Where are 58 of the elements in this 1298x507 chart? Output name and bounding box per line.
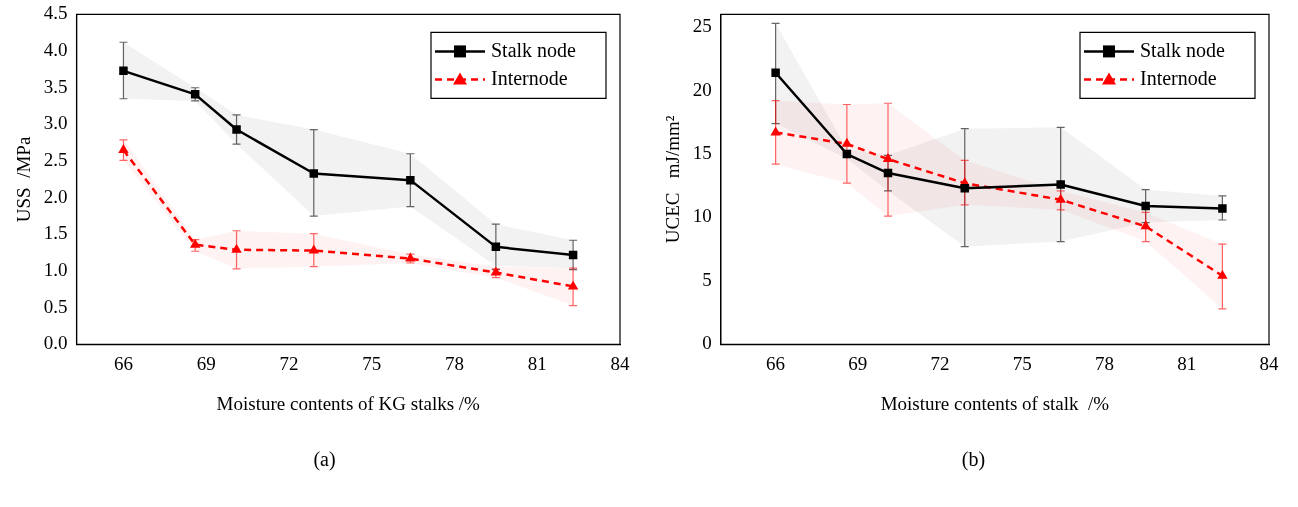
y-axis-title: USS /MPa — [13, 136, 35, 223]
point — [119, 66, 128, 76]
point — [1141, 201, 1150, 211]
y-tick-label: 2.0 — [43, 185, 68, 207]
x-tick-label: 84 — [610, 352, 630, 374]
point — [309, 169, 319, 178]
point — [960, 184, 969, 193]
y-tick-label: 1.0 — [43, 259, 68, 281]
x-tick-label: 72 — [930, 352, 950, 374]
point — [406, 175, 415, 185]
point — [1217, 269, 1228, 279]
y-tick-label: 20 — [692, 78, 712, 100]
x-tick-label: 78 — [444, 352, 464, 374]
x-tick-label: 75 — [362, 352, 382, 374]
x-tick-label: 72 — [279, 352, 299, 374]
y-tick-label: 25 — [692, 15, 712, 37]
y-tick-label: 2.5 — [43, 149, 68, 171]
y-tick-label: 0 — [702, 332, 712, 354]
legend-label: Internode — [491, 66, 568, 89]
text: (b) — [960, 448, 987, 471]
point — [308, 244, 319, 254]
point — [1056, 180, 1065, 189]
x-tick-label: 69 — [848, 352, 868, 374]
legend-label: Internode — [1140, 66, 1217, 89]
legend-label: Stalk node — [491, 38, 577, 61]
x-tick-label: 78 — [1095, 352, 1115, 374]
text: (a) — [312, 448, 337, 471]
point — [841, 137, 853, 147]
y-tick-label: 1.5 — [43, 222, 68, 244]
point — [189, 238, 201, 248]
y-tick-label: 10 — [692, 205, 712, 227]
point — [567, 280, 579, 290]
x-tick-label: 75 — [1012, 352, 1032, 374]
y-tick-label: 3.5 — [43, 75, 68, 97]
x-tick-label: 81 — [527, 352, 547, 374]
point — [118, 144, 129, 154]
x-tick-label: 69 — [196, 352, 216, 374]
y-tick-label: 4.5 — [43, 2, 68, 24]
x-tick-label: 66 — [766, 352, 786, 374]
point — [771, 68, 780, 78]
point — [231, 243, 242, 253]
point — [1218, 204, 1227, 213]
y-tick-label: 15 — [692, 142, 712, 163]
x-tick-label: 66 — [113, 352, 133, 374]
point — [882, 153, 894, 163]
y-tick-label: 5 — [702, 268, 712, 290]
legend-label: Stalk node — [1140, 38, 1226, 61]
point — [232, 125, 241, 134]
x-tick-label: 84 — [1259, 352, 1279, 374]
x-axis-title: Moisture contents of KG stalks /% — [216, 392, 481, 414]
y-tick-label: 3.0 — [43, 112, 68, 134]
y-tick-label: 0.5 — [43, 295, 68, 317]
y-tick-label: 0.0 — [43, 332, 68, 354]
x-tick-label: 81 — [1177, 352, 1197, 374]
y-tick-label: 4.0 — [43, 39, 68, 61]
point — [1055, 193, 1066, 203]
y-axis-title: UCEC mJ/mm² — [662, 115, 684, 244]
x-axis-title: Moisture contents of stalk /% — [880, 392, 1110, 414]
